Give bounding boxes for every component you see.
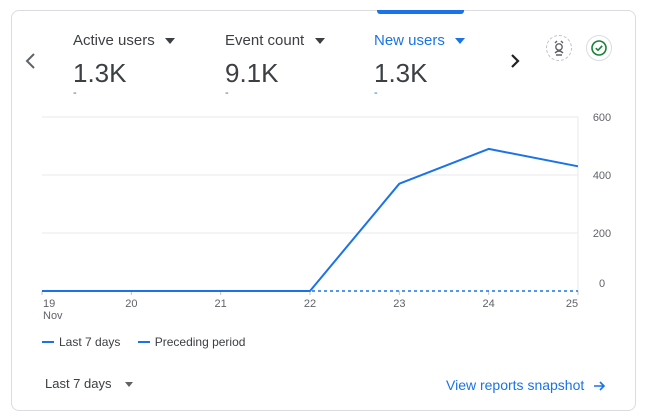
metric-tab-new-users[interactable]: New users 1.3K - [374,32,466,99]
metric-label: Event count [225,32,305,50]
date-range-dropdown[interactable]: Last 7 days [45,376,134,391]
caret-down-icon [125,382,134,388]
chevron-left-icon [25,53,35,69]
insights-badge-icon [554,40,564,56]
caret-down-icon [455,37,466,44]
y-tick-label: 600 [593,112,611,124]
x-tick-label: 25 [566,298,578,310]
active-tab-indicator [377,10,464,14]
metric-change: - [225,87,229,99]
x-tick-label: 19 [43,298,55,310]
x-tick-label: 21 [215,298,227,310]
legend-item-last-7-days: Last 7 days [42,334,120,349]
legend-solid-swatch [42,340,54,343]
previous-metrics-button[interactable] [21,50,41,72]
date-range-label: Last 7 days [45,376,112,391]
series-line-last-7-days [42,147,579,292]
chevron-right-icon [511,54,520,68]
metric-label: New users [374,32,445,50]
legend-item-preceding-period: Preceding period [137,334,246,349]
y-tick-label: 400 [593,170,611,182]
arrow-right-icon [594,381,606,391]
legend-label: Last 7 days [59,334,121,349]
caret-down-icon [314,37,325,44]
y-tick-label: 200 [593,228,611,240]
metric-value: 1.3K [374,58,428,88]
x-tick-label: 20 [125,298,137,310]
legend-label: Preceding period [154,334,246,349]
report-card [11,10,636,411]
metric-change: - [73,87,77,99]
metric-value: 1.3K [73,58,127,88]
metric-tab-active-users[interactable]: Active users 1.3K - [73,32,176,99]
x-tick-label: 22 [304,298,316,310]
view-reports-snapshot-link[interactable]: View reports snapshot [446,377,606,393]
metric-tab-event-count[interactable]: Event count 9.1K - [225,32,325,99]
metric-change: - [374,87,378,99]
y-tick-label: 0 [599,278,605,290]
legend-dashed-swatch [137,340,150,343]
new-users-line-chart: 600 400 200 0 19 20 21 22 23 24 25 Nov [41,112,611,322]
metric-label: Active users [73,32,155,50]
x-tick-label: 23 [393,298,405,310]
chart-legend: Last 7 days Preceding period [42,334,259,349]
x-tick-sublabel: Nov [43,310,63,322]
caret-down-icon [165,37,176,44]
metric-value: 9.1K [225,58,279,88]
next-metrics-button[interactable] [506,50,526,72]
x-tick-label: 24 [483,298,495,310]
snapshot-link-label: View reports snapshot [446,377,585,393]
check-circle-icon [591,40,607,56]
insights-button[interactable] [546,35,572,61]
status-button[interactable] [586,35,612,61]
